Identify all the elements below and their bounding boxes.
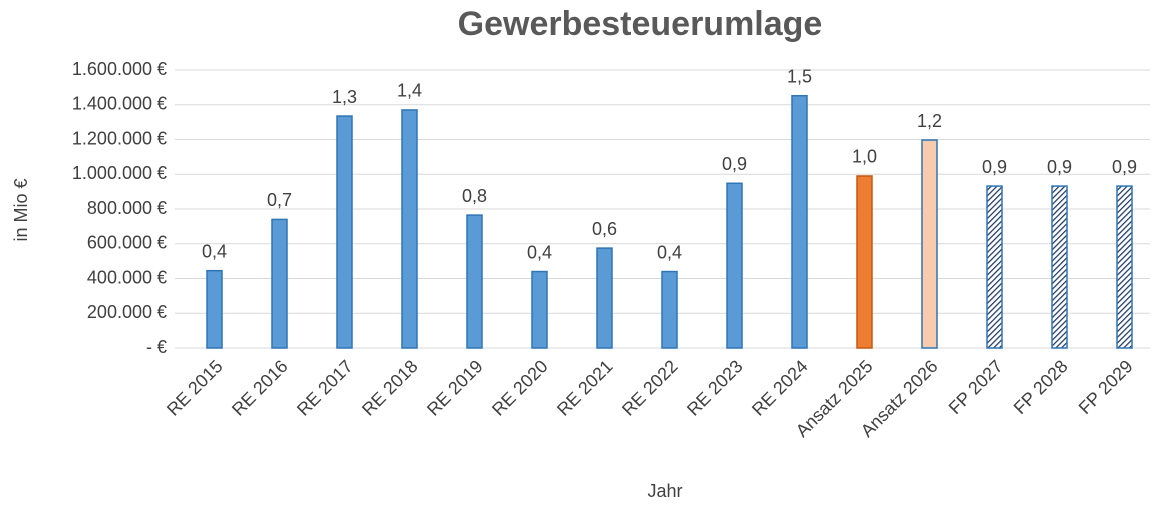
bar	[1051, 185, 1068, 349]
data-label: 0,6	[592, 219, 617, 239]
bar	[661, 270, 678, 349]
bar	[921, 139, 938, 349]
x-tick-label: FP 2027	[945, 356, 1007, 418]
data-label: 1,4	[397, 81, 422, 101]
y-tick-label: 1.400.000 €	[72, 94, 167, 114]
y-tick-label: 200.000 €	[87, 302, 167, 322]
x-tick-label: RE 2021	[553, 356, 617, 420]
x-tick-label: FP 2029	[1075, 356, 1137, 418]
bar	[596, 247, 613, 349]
x-tick-label: RE 2022	[618, 356, 682, 420]
data-label: 0,9	[722, 154, 747, 174]
bar	[401, 109, 418, 349]
bar	[271, 218, 288, 349]
bar	[206, 269, 223, 349]
y-tick-label: 600.000 €	[87, 233, 167, 253]
bar	[726, 182, 743, 349]
data-label: 0,7	[267, 190, 292, 210]
data-label: 0,9	[1112, 157, 1137, 177]
data-label: 1,5	[787, 66, 812, 86]
bar	[531, 270, 548, 349]
x-tick-label: RE 2024	[748, 356, 812, 420]
x-tick-label: RE 2020	[488, 356, 552, 420]
y-tick-label: - €	[146, 337, 167, 357]
data-label: 1,3	[332, 87, 357, 107]
chart-title: Gewerbesteuerumlage	[458, 5, 823, 43]
x-tick-label: RE 2018	[358, 356, 422, 420]
y-tick-label: 400.000 €	[87, 267, 167, 287]
bar	[791, 94, 808, 349]
data-label: 1,0	[852, 147, 877, 167]
data-label: 0,4	[657, 242, 682, 262]
data-label: 0,9	[1047, 157, 1072, 177]
bar	[1116, 185, 1133, 349]
x-tick-label: FP 2028	[1010, 356, 1072, 418]
bar	[466, 214, 483, 349]
bar	[336, 115, 353, 349]
x-tick-label: RE 2017	[293, 356, 357, 420]
y-axis-label: in Mio €	[11, 178, 31, 241]
y-tick-label: 1.600.000 €	[72, 59, 167, 79]
x-tick-label: RE 2015	[163, 356, 227, 420]
data-label: 1,2	[917, 111, 942, 131]
y-tick-label: 1.200.000 €	[72, 128, 167, 148]
bar	[856, 175, 873, 349]
data-label: 0,9	[982, 157, 1007, 177]
x-tick-label: RE 2019	[423, 356, 487, 420]
y-tick-label: 1.000.000 €	[72, 163, 167, 183]
data-label: 0,4	[202, 241, 227, 261]
data-label: 0,4	[527, 242, 552, 262]
x-tick-label: RE 2016	[228, 356, 292, 420]
y-tick-label: 800.000 €	[87, 198, 167, 218]
data-label: 0,8	[462, 186, 487, 206]
x-tick-label: RE 2023	[683, 356, 747, 420]
bar	[986, 185, 1003, 349]
x-axis-label: Jahr	[647, 481, 682, 501]
